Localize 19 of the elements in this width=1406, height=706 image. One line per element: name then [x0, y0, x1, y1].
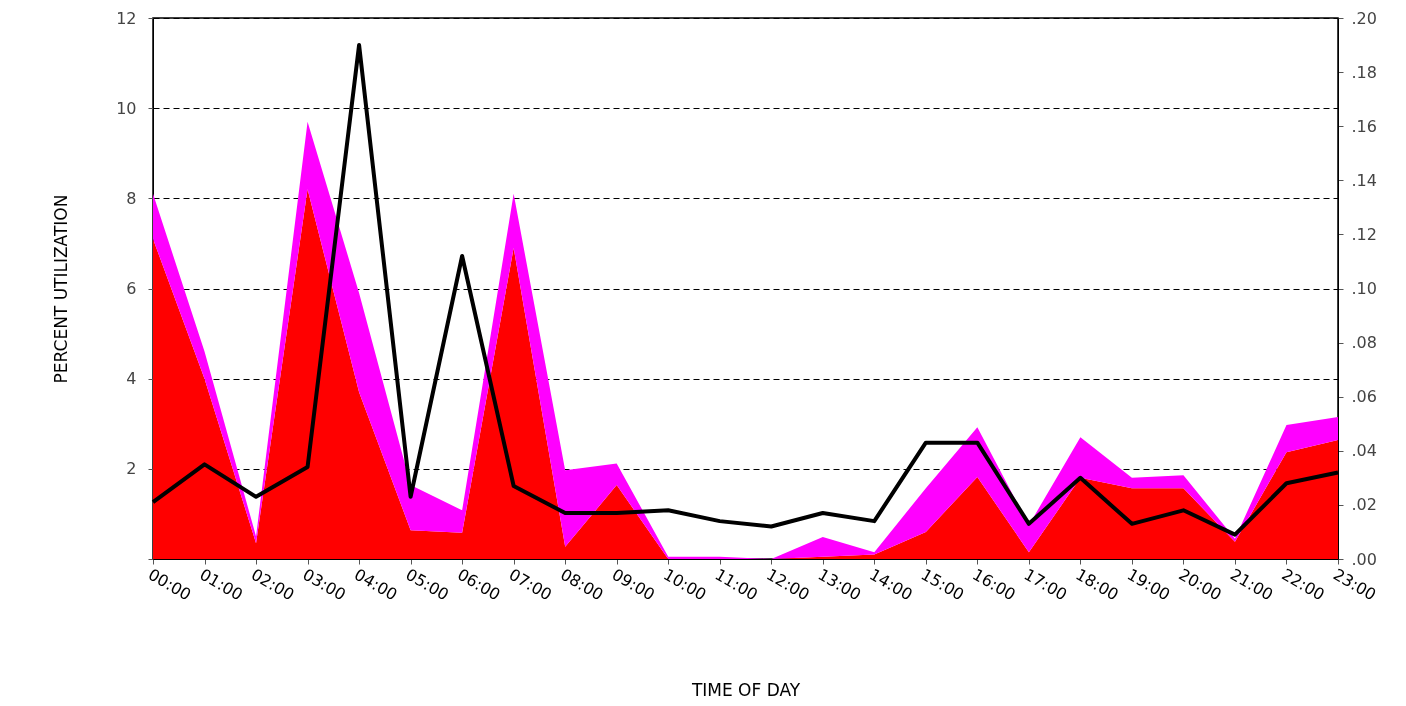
y-axis-title: PERCENT UTILIZATION: [51, 194, 72, 384]
y-tick-label: 8: [126, 188, 137, 208]
y2-tick-label: .12: [1351, 224, 1377, 244]
y2-tick-label: .02: [1351, 495, 1377, 515]
y2-tick-label: .00: [1351, 549, 1377, 569]
y2-tick-label: .08: [1351, 333, 1377, 353]
y2-tick-label: .18: [1351, 62, 1377, 82]
y-tick-label: 10: [116, 98, 137, 118]
y-tick-label: 6: [126, 279, 137, 298]
y2-tick-label: .16: [1351, 116, 1377, 136]
y-tick-label: 2: [126, 459, 137, 479]
y2-tick-label: .14: [1351, 170, 1377, 190]
y2-tick-label: .20: [1351, 8, 1377, 28]
x-axis-title: TIME OF DAY: [690, 680, 801, 701]
y-tick-label: 4: [126, 369, 137, 389]
y2-tick-label: .04: [1351, 441, 1377, 461]
y-tick-label: 12: [116, 8, 137, 28]
y2-tick-label: .06: [1351, 387, 1377, 407]
y2-tick-label: .10: [1351, 279, 1377, 298]
